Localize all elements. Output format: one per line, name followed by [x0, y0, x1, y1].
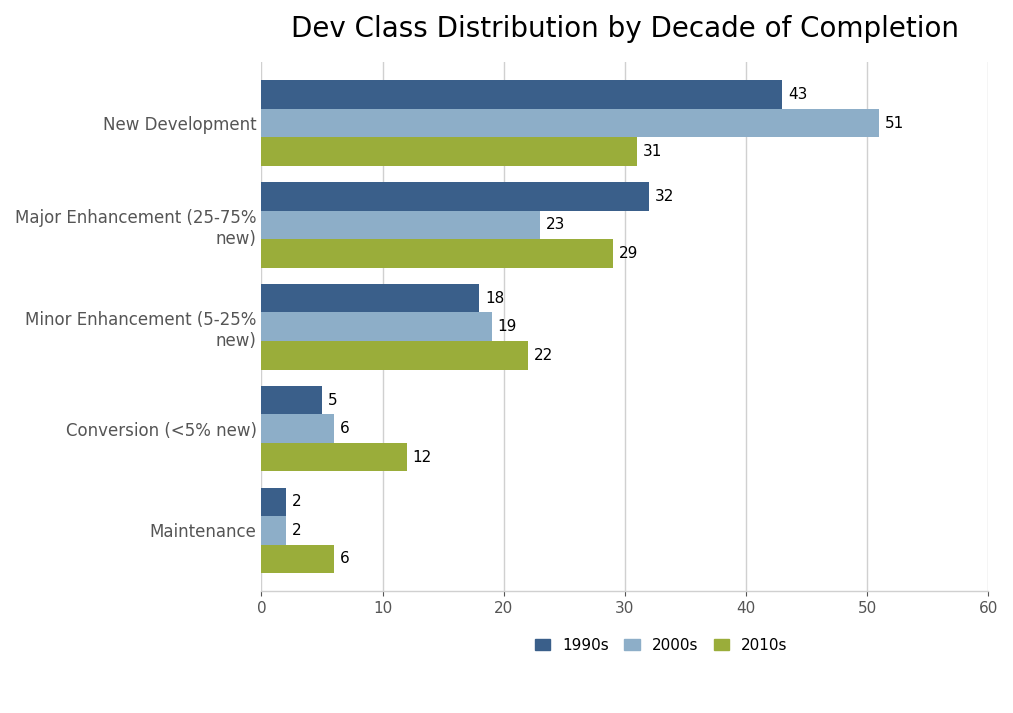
Text: 6: 6	[340, 551, 349, 566]
Bar	[261, 341, 528, 369]
Text: 32: 32	[655, 189, 675, 204]
Text: 12: 12	[413, 450, 433, 465]
Text: 5: 5	[328, 393, 337, 408]
Text: 2: 2	[292, 494, 301, 509]
Bar	[261, 81, 782, 109]
Bar	[261, 545, 334, 573]
Bar	[261, 239, 613, 267]
Text: 29: 29	[619, 246, 638, 261]
Text: 23: 23	[546, 217, 565, 232]
Text: 22: 22	[534, 348, 553, 363]
Bar	[261, 443, 407, 471]
Text: 6: 6	[340, 421, 349, 436]
Bar	[261, 210, 540, 239]
Text: 43: 43	[788, 87, 807, 102]
Title: Dev Class Distribution by Decade of Completion: Dev Class Distribution by Decade of Comp…	[291, 15, 959, 43]
Bar	[261, 284, 479, 312]
Text: 2: 2	[292, 523, 301, 538]
Bar	[261, 516, 286, 545]
Bar	[261, 488, 286, 516]
Bar	[261, 109, 879, 138]
Text: 51: 51	[885, 116, 905, 130]
Bar	[261, 386, 322, 414]
Text: 18: 18	[485, 291, 504, 306]
Bar	[261, 138, 637, 166]
Bar	[261, 182, 649, 210]
Text: 19: 19	[497, 319, 517, 334]
Text: 31: 31	[643, 144, 663, 159]
Bar	[261, 414, 334, 443]
Bar	[261, 312, 491, 341]
Legend: 1990s, 2000s, 2010s: 1990s, 2000s, 2010s	[535, 637, 787, 652]
